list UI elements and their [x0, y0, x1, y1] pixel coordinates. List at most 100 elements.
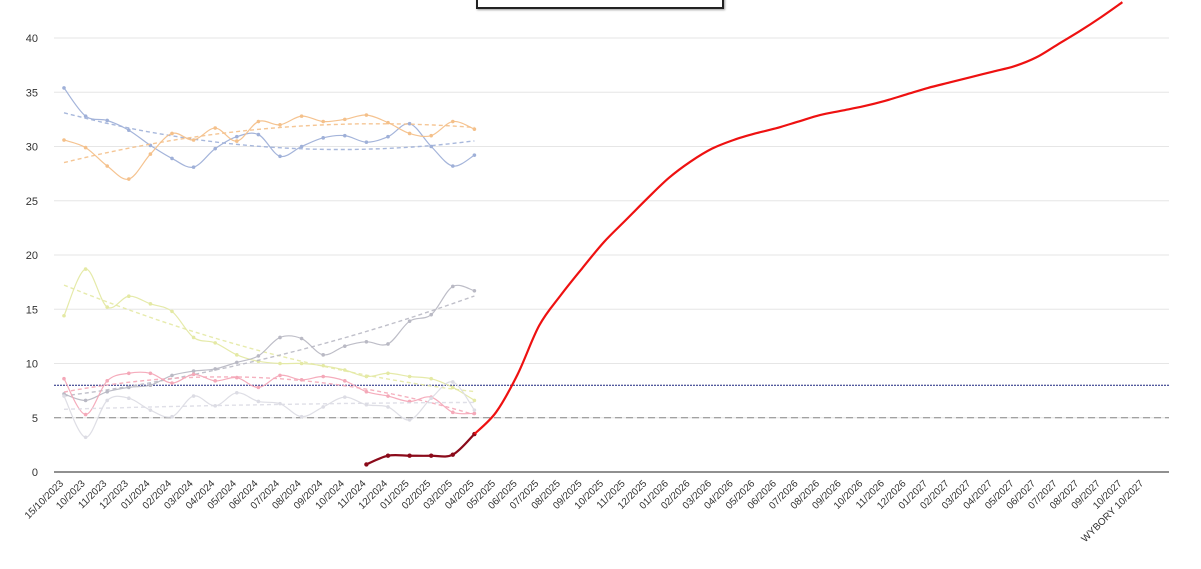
- data-point: [62, 394, 66, 398]
- data-point: [235, 360, 239, 365]
- data-point: [429, 144, 434, 149]
- data-point: [472, 398, 477, 403]
- data-point: [170, 131, 174, 136]
- data-point: [256, 399, 261, 404]
- data-point: [407, 374, 412, 379]
- data-point: [278, 361, 282, 366]
- series-line: [63, 114, 475, 180]
- data-point: [191, 372, 196, 377]
- data-point: [450, 452, 455, 457]
- data-point: [386, 134, 390, 139]
- data-point: [105, 305, 109, 309]
- y-tick-label: 25: [26, 196, 38, 208]
- y-tick-label: 15: [26, 304, 38, 316]
- data-point: [451, 385, 455, 390]
- data-point: [83, 114, 88, 118]
- data-point: [213, 367, 217, 371]
- data-point: [278, 335, 282, 340]
- data-point: [127, 128, 131, 133]
- series-line: [365, 433, 476, 466]
- data-point: [364, 374, 369, 379]
- data-point: [235, 375, 239, 380]
- data-point: [364, 389, 369, 394]
- data-point: [191, 335, 196, 340]
- data-point: [170, 414, 174, 419]
- data-point: [62, 313, 66, 318]
- x-axis-tick-labels: 15/10/202310/202311/202312/202301/202402…: [23, 478, 1146, 545]
- data-point: [472, 411, 477, 416]
- data-point: [451, 119, 455, 124]
- data-point: [278, 401, 282, 406]
- data-point: [170, 381, 174, 385]
- data-point: [364, 140, 369, 144]
- data-point: [407, 418, 412, 422]
- y-gridlines: [54, 37, 1169, 419]
- data-point: [83, 412, 88, 417]
- data-point: [127, 385, 131, 390]
- data-point: [451, 380, 455, 384]
- data-point: [321, 119, 326, 124]
- data-point: [343, 133, 347, 138]
- data-point: [170, 156, 174, 161]
- data-point: [386, 405, 390, 409]
- trendline: [63, 112, 475, 151]
- data-point: [83, 398, 88, 403]
- data-point: [429, 453, 434, 458]
- series-line: [63, 371, 475, 416]
- data-point: [235, 390, 239, 395]
- data-point: [170, 309, 174, 314]
- data-point: [364, 113, 369, 117]
- y-tick-label: 10: [26, 359, 38, 371]
- data-point: [213, 146, 217, 151]
- data-point: [299, 414, 304, 419]
- data-point: [386, 120, 390, 125]
- y-tick-label: 20: [26, 250, 38, 262]
- y-tick-label: 0: [32, 467, 38, 479]
- data-point: [299, 336, 304, 341]
- data-point: [105, 118, 109, 123]
- data-point: [213, 404, 217, 408]
- data-point: [321, 353, 326, 357]
- series-line: [473, 1, 1124, 435]
- data-point: [256, 385, 261, 390]
- data-point: [343, 368, 347, 372]
- series-lines: [62, 1, 1124, 467]
- data-point: [472, 127, 477, 131]
- data-point: [148, 302, 153, 306]
- data-point: [364, 462, 369, 467]
- data-point: [170, 373, 174, 378]
- data-point: [127, 177, 131, 181]
- data-point: [83, 435, 88, 440]
- data-point: [429, 312, 434, 317]
- data-point: [278, 373, 282, 378]
- data-point: [256, 132, 261, 137]
- data-point: [343, 379, 347, 383]
- data-point: [278, 123, 282, 127]
- data-point: [127, 294, 131, 299]
- data-point: [343, 395, 347, 399]
- data-point: [127, 371, 131, 376]
- data-point: [299, 114, 304, 118]
- data-point: [148, 152, 153, 156]
- data-point: [127, 396, 131, 401]
- data-point: [472, 153, 477, 157]
- data-point: [407, 121, 412, 126]
- data-point: [472, 289, 477, 293]
- trendline: [63, 123, 475, 164]
- data-point: [343, 117, 347, 122]
- data-point: [407, 453, 412, 458]
- data-point: [385, 453, 391, 458]
- series-line: [63, 381, 475, 438]
- data-point: [235, 134, 239, 139]
- data-point: [191, 369, 196, 373]
- data-point: [343, 344, 347, 348]
- data-point: [213, 379, 217, 383]
- data-point: [407, 131, 412, 136]
- data-point: [83, 145, 88, 150]
- data-point: [451, 164, 455, 168]
- data-point: [386, 394, 390, 398]
- trendline: [63, 295, 475, 397]
- data-point: [105, 389, 109, 394]
- data-point: [235, 139, 239, 143]
- data-point: [62, 138, 66, 142]
